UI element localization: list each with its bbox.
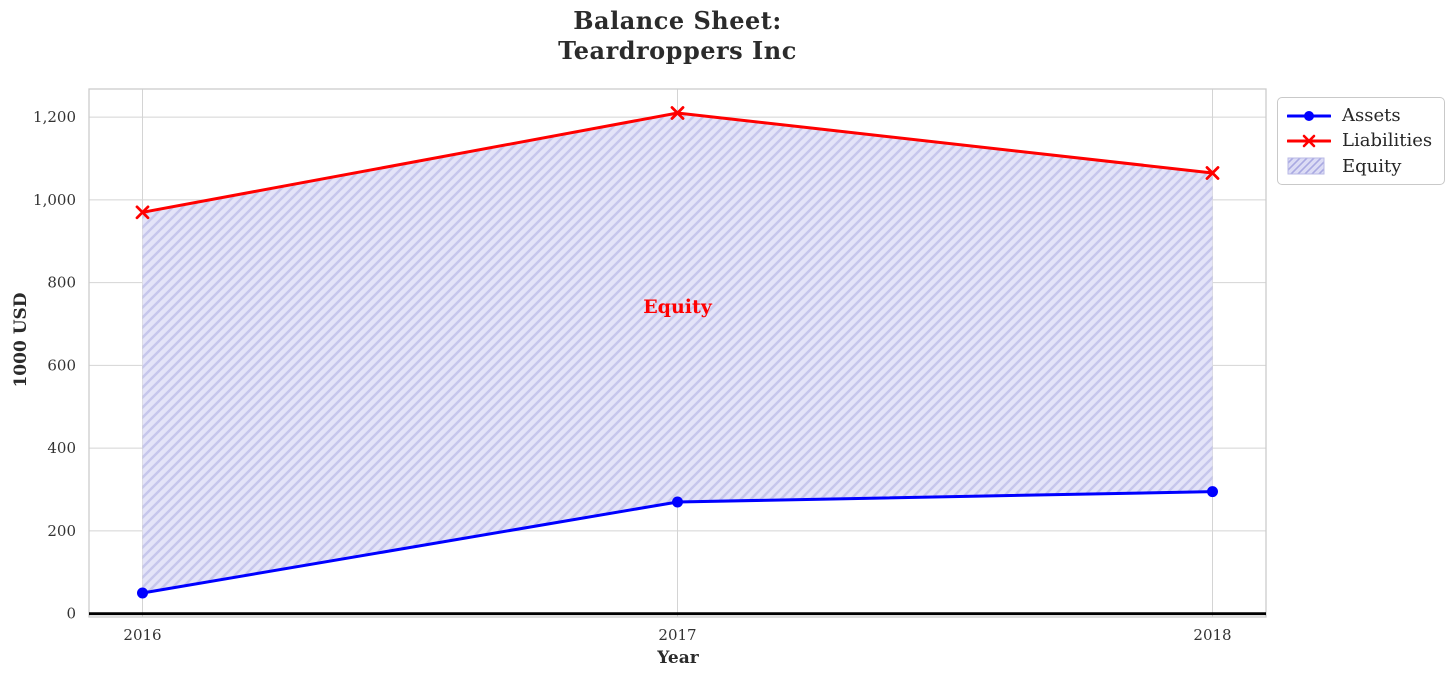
line-circle-marker-icon xyxy=(1286,107,1332,125)
legend-label-assets: Assets xyxy=(1342,105,1401,127)
y-tick-label: 1,000 xyxy=(33,191,76,209)
legend: Assets Liabilities Equity xyxy=(1277,97,1445,185)
x-axis-label: Year xyxy=(657,648,699,668)
data-point-marker xyxy=(670,106,685,120)
x-tick-label: 2016 xyxy=(123,626,161,644)
y-tick-label: 400 xyxy=(47,439,76,457)
y-tick-label: 800 xyxy=(47,274,76,292)
y-tick-label: 1,200 xyxy=(33,108,76,126)
legend-label-equity: Equity xyxy=(1342,155,1402,177)
legend-item-liabilities: Liabilities xyxy=(1286,128,1435,153)
y-tick-label: 200 xyxy=(47,522,76,540)
data-point-marker xyxy=(1205,166,1220,180)
y-axis-label: 1000 USD xyxy=(11,292,31,388)
data-point-marker xyxy=(135,205,150,220)
equity-annotation: Equity xyxy=(643,296,712,319)
equity-fill-area xyxy=(142,113,1213,593)
plot-border xyxy=(88,88,1267,618)
hatched-patch-icon xyxy=(1287,157,1331,175)
line-x-marker-icon xyxy=(1286,132,1332,150)
x-tick-label: 2017 xyxy=(658,626,696,644)
y-tick-label: 0 xyxy=(66,605,76,623)
y-tick-label: 600 xyxy=(47,356,76,374)
data-point-marker xyxy=(672,496,683,508)
legend-item-equity: Equity xyxy=(1287,154,1435,179)
x-tick-label: 2018 xyxy=(1193,626,1231,644)
chart-title: Balance Sheet: Teardroppers Inc xyxy=(558,6,797,65)
legend-item-assets: Assets xyxy=(1286,103,1435,128)
data-point-marker xyxy=(137,587,148,599)
data-point-marker xyxy=(1207,486,1218,498)
legend-label-liabilities: Liabilities xyxy=(1342,130,1433,152)
